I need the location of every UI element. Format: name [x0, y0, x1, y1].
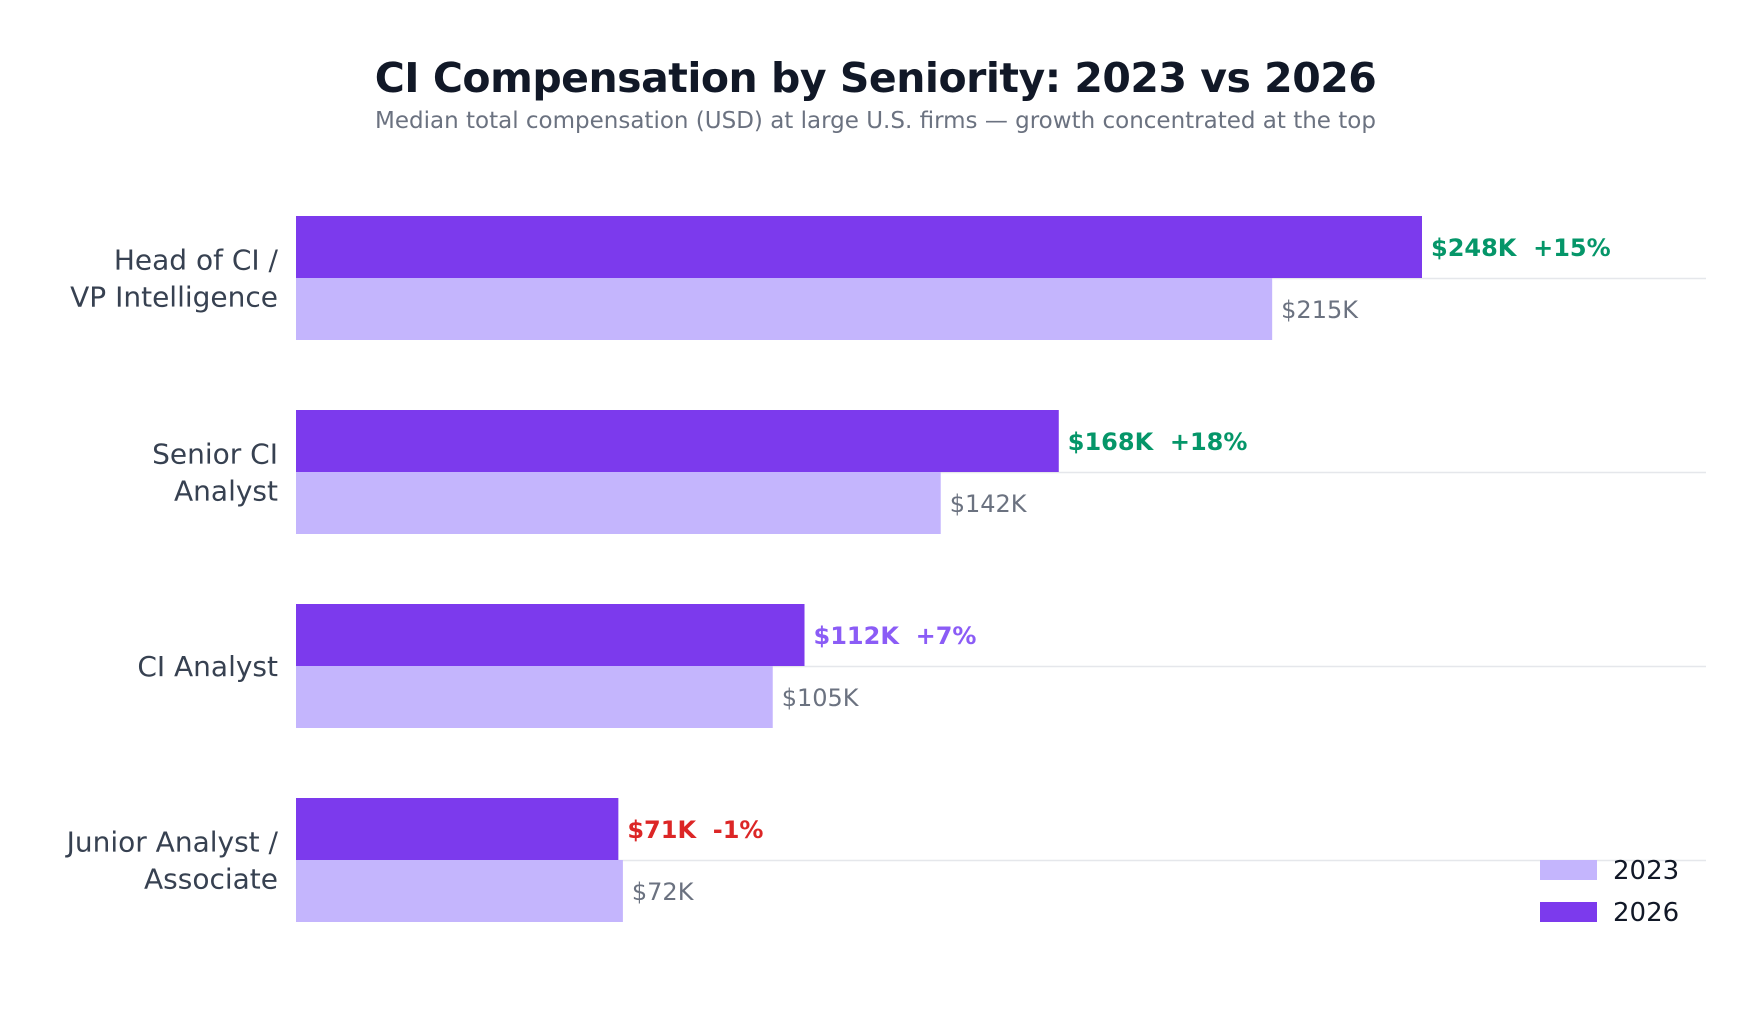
- data-label-2023: $142K: [950, 490, 1028, 518]
- bar-2023[interactable]: [296, 860, 623, 922]
- data-label-2023: $215K: [1281, 296, 1359, 324]
- category-label: Junior Analyst /: [65, 826, 279, 859]
- legend-label: 2026: [1613, 898, 1679, 928]
- bar-2026[interactable]: [296, 410, 1059, 472]
- data-label-2026: $168K +18%: [1068, 428, 1248, 456]
- data-label-2023: $72K: [632, 878, 695, 906]
- bar-2026[interactable]: [296, 604, 805, 666]
- legend-swatch: [1540, 902, 1597, 922]
- chart-subtitle: Median total compensation (USD) at large…: [375, 108, 1376, 134]
- bar-2023[interactable]: [296, 278, 1273, 340]
- legend-label: 2023: [1613, 856, 1679, 886]
- data-label-2026: $112K +7%: [814, 622, 977, 650]
- category-label: VP Intelligence: [70, 281, 278, 314]
- bar-2026[interactable]: [296, 216, 1422, 278]
- category-label: Analyst: [174, 475, 278, 508]
- category-label: Head of CI /: [114, 244, 279, 277]
- data-label-2026: $71K -1%: [627, 816, 763, 844]
- bar-2023[interactable]: [296, 666, 773, 728]
- category-label: CI Analyst: [137, 650, 278, 683]
- bar-2026[interactable]: [296, 798, 619, 860]
- data-label-2026: $248K +15%: [1431, 234, 1611, 262]
- category-label: Associate: [144, 863, 278, 896]
- data-label-2023: $105K: [782, 684, 860, 712]
- legend-swatch: [1540, 860, 1597, 880]
- bar-2023[interactable]: [296, 472, 941, 534]
- chart-title: CI Compensation by Seniority: 2023 vs 20…: [374, 54, 1377, 102]
- category-label: Senior CI: [152, 438, 278, 471]
